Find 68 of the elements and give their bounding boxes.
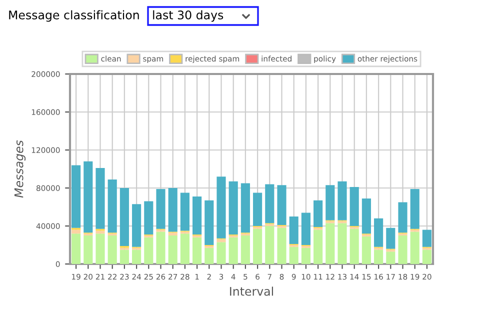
bar <box>144 201 154 235</box>
bar <box>168 232 178 236</box>
bar <box>374 250 384 264</box>
bar <box>216 176 226 238</box>
bar <box>156 232 166 264</box>
bar <box>240 183 250 233</box>
bar <box>120 188 129 246</box>
bar <box>326 185 335 220</box>
bar <box>350 228 359 264</box>
bar <box>289 246 298 264</box>
bar <box>108 236 117 264</box>
bar <box>253 228 262 264</box>
bar <box>301 212 310 245</box>
bar <box>362 236 371 264</box>
bar <box>253 192 262 226</box>
bar <box>386 228 396 249</box>
bar <box>216 239 226 242</box>
bar <box>204 200 214 245</box>
bar <box>180 192 190 231</box>
bar <box>314 200 323 227</box>
bar <box>72 230 81 234</box>
x-axis-title: Interval <box>230 286 273 296</box>
bar <box>277 228 286 264</box>
bar <box>180 234 190 264</box>
bar <box>374 218 384 247</box>
bar <box>120 250 129 264</box>
bar <box>350 187 359 226</box>
bar <box>265 226 274 264</box>
bar <box>314 230 323 264</box>
bar <box>156 188 166 229</box>
bar <box>192 196 202 235</box>
y-axis-title: Messages <box>14 140 26 198</box>
bar <box>410 232 420 264</box>
bar <box>362 198 371 234</box>
bar <box>72 165 81 228</box>
bar <box>422 230 432 247</box>
bar <box>410 188 420 229</box>
chart-subtitle: last 30 days <box>153 10 224 22</box>
bar <box>326 223 335 264</box>
bar <box>144 237 154 264</box>
bar <box>72 234 81 264</box>
bar <box>228 237 238 264</box>
bar <box>240 236 250 264</box>
bar <box>216 242 226 264</box>
bar <box>84 236 93 264</box>
bar <box>168 236 178 264</box>
bar <box>132 204 142 247</box>
bar <box>386 252 396 264</box>
bar <box>422 250 432 264</box>
bar <box>84 161 93 233</box>
chart-title: Message classification <box>9 10 139 22</box>
bar <box>228 181 238 235</box>
bar <box>398 236 408 264</box>
bar <box>277 185 286 226</box>
bar <box>338 181 347 220</box>
bar <box>289 216 298 244</box>
bar <box>96 168 105 229</box>
bar <box>338 223 347 264</box>
bar <box>132 250 142 264</box>
bar <box>96 234 105 264</box>
bar <box>168 188 178 232</box>
bar <box>204 248 214 264</box>
bar <box>192 237 202 264</box>
bar <box>96 230 105 234</box>
bar <box>265 184 274 224</box>
bar <box>108 179 117 233</box>
bar <box>301 248 310 264</box>
bar <box>398 202 408 233</box>
